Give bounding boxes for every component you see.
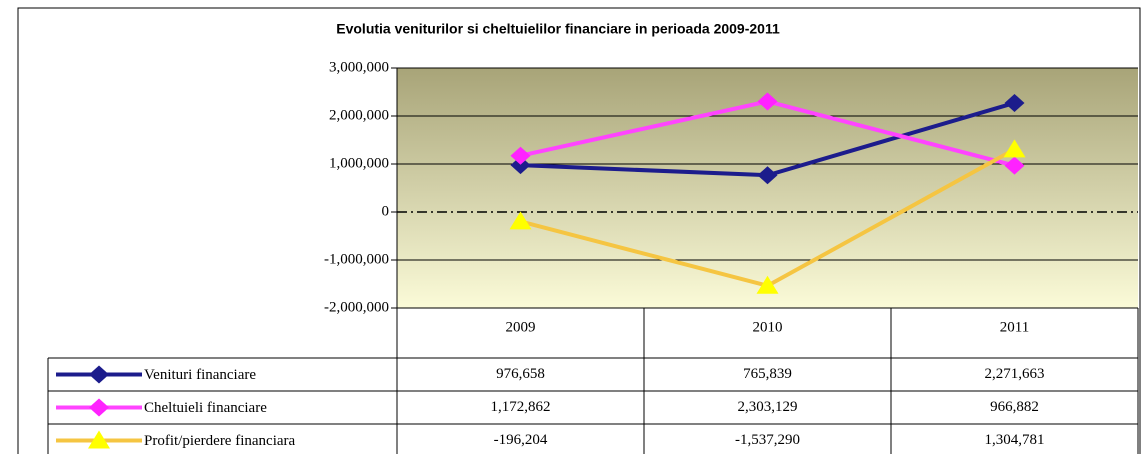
chart-title: Evolutia veniturilor si cheltuielilor fi… [336, 21, 780, 37]
table-value: 1,304,781 [985, 432, 1045, 448]
table-value: -1,537,290 [735, 432, 800, 448]
table-value: 966,882 [990, 399, 1039, 415]
marker [757, 92, 778, 111]
legend-label: Profit/pierdere financiara [144, 433, 296, 449]
table-value: 1,172,862 [491, 399, 551, 415]
x-tick-label: 2010 [753, 319, 783, 335]
y-tick-label: 1,000,000 [329, 155, 389, 171]
marker [1004, 156, 1025, 175]
y-tick-label: 2,000,000 [329, 107, 389, 123]
y-tick-label: -1,000,000 [324, 251, 389, 267]
y-tick-label: 3,000,000 [329, 59, 389, 75]
marker [1004, 93, 1025, 112]
marker [510, 156, 531, 175]
table-value: 2,271,663 [985, 366, 1045, 382]
table-value: 765,839 [743, 366, 792, 382]
marker [509, 211, 532, 230]
table-value: 2,303,129 [738, 399, 798, 415]
x-tick-label: 2009 [506, 319, 536, 335]
legend-marker [88, 430, 110, 449]
y-tick-label: -2,000,000 [324, 299, 389, 315]
y-tick-label: 0 [382, 203, 390, 219]
legend-label: Venituri financiare [144, 367, 256, 383]
legend-marker [89, 398, 109, 417]
x-tick-label: 2011 [1000, 319, 1029, 335]
marker [757, 166, 778, 185]
legend-label: Cheltuieli financiare [144, 400, 267, 416]
marker [510, 146, 531, 165]
table-value: -196,204 [494, 432, 548, 448]
marker [1003, 139, 1026, 158]
marker [756, 275, 779, 294]
table-value: 976,658 [496, 366, 545, 382]
legend-marker [89, 365, 109, 384]
